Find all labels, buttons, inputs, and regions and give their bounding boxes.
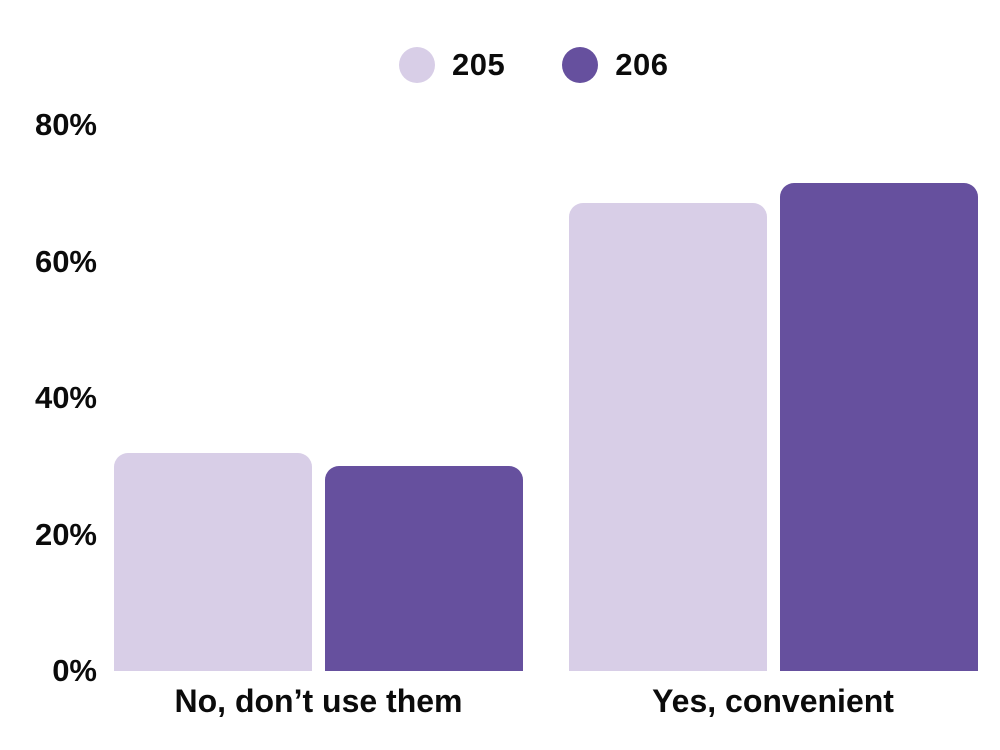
legend-swatch-206 [562, 47, 599, 83]
legend-label-205: 205 [452, 47, 506, 82]
y-tick-80: 80% [34, 107, 97, 142]
legend-swatch-205 [399, 47, 435, 83]
category-label-0: No, don’t use them [174, 683, 463, 719]
bar-series-205-category-1 [568, 203, 767, 671]
legend-item-206: 206 [562, 47, 668, 83]
category-label-1: Yes, convenient [652, 683, 894, 719]
y-tick-20: 20% [34, 516, 97, 552]
y-tick-40: 40% [34, 380, 97, 415]
bar-series-206-category-0 [325, 466, 523, 671]
bar-series-206-category-1 [779, 183, 978, 671]
chart-legend: 205 206 [399, 46, 668, 84]
bar-series-205-category-0 [114, 452, 312, 671]
y-tick-60: 60% [34, 243, 97, 279]
legend-label-206: 206 [615, 47, 669, 82]
legend-item-205: 205 [399, 47, 505, 83]
y-tick-0: 0% [52, 653, 97, 688]
